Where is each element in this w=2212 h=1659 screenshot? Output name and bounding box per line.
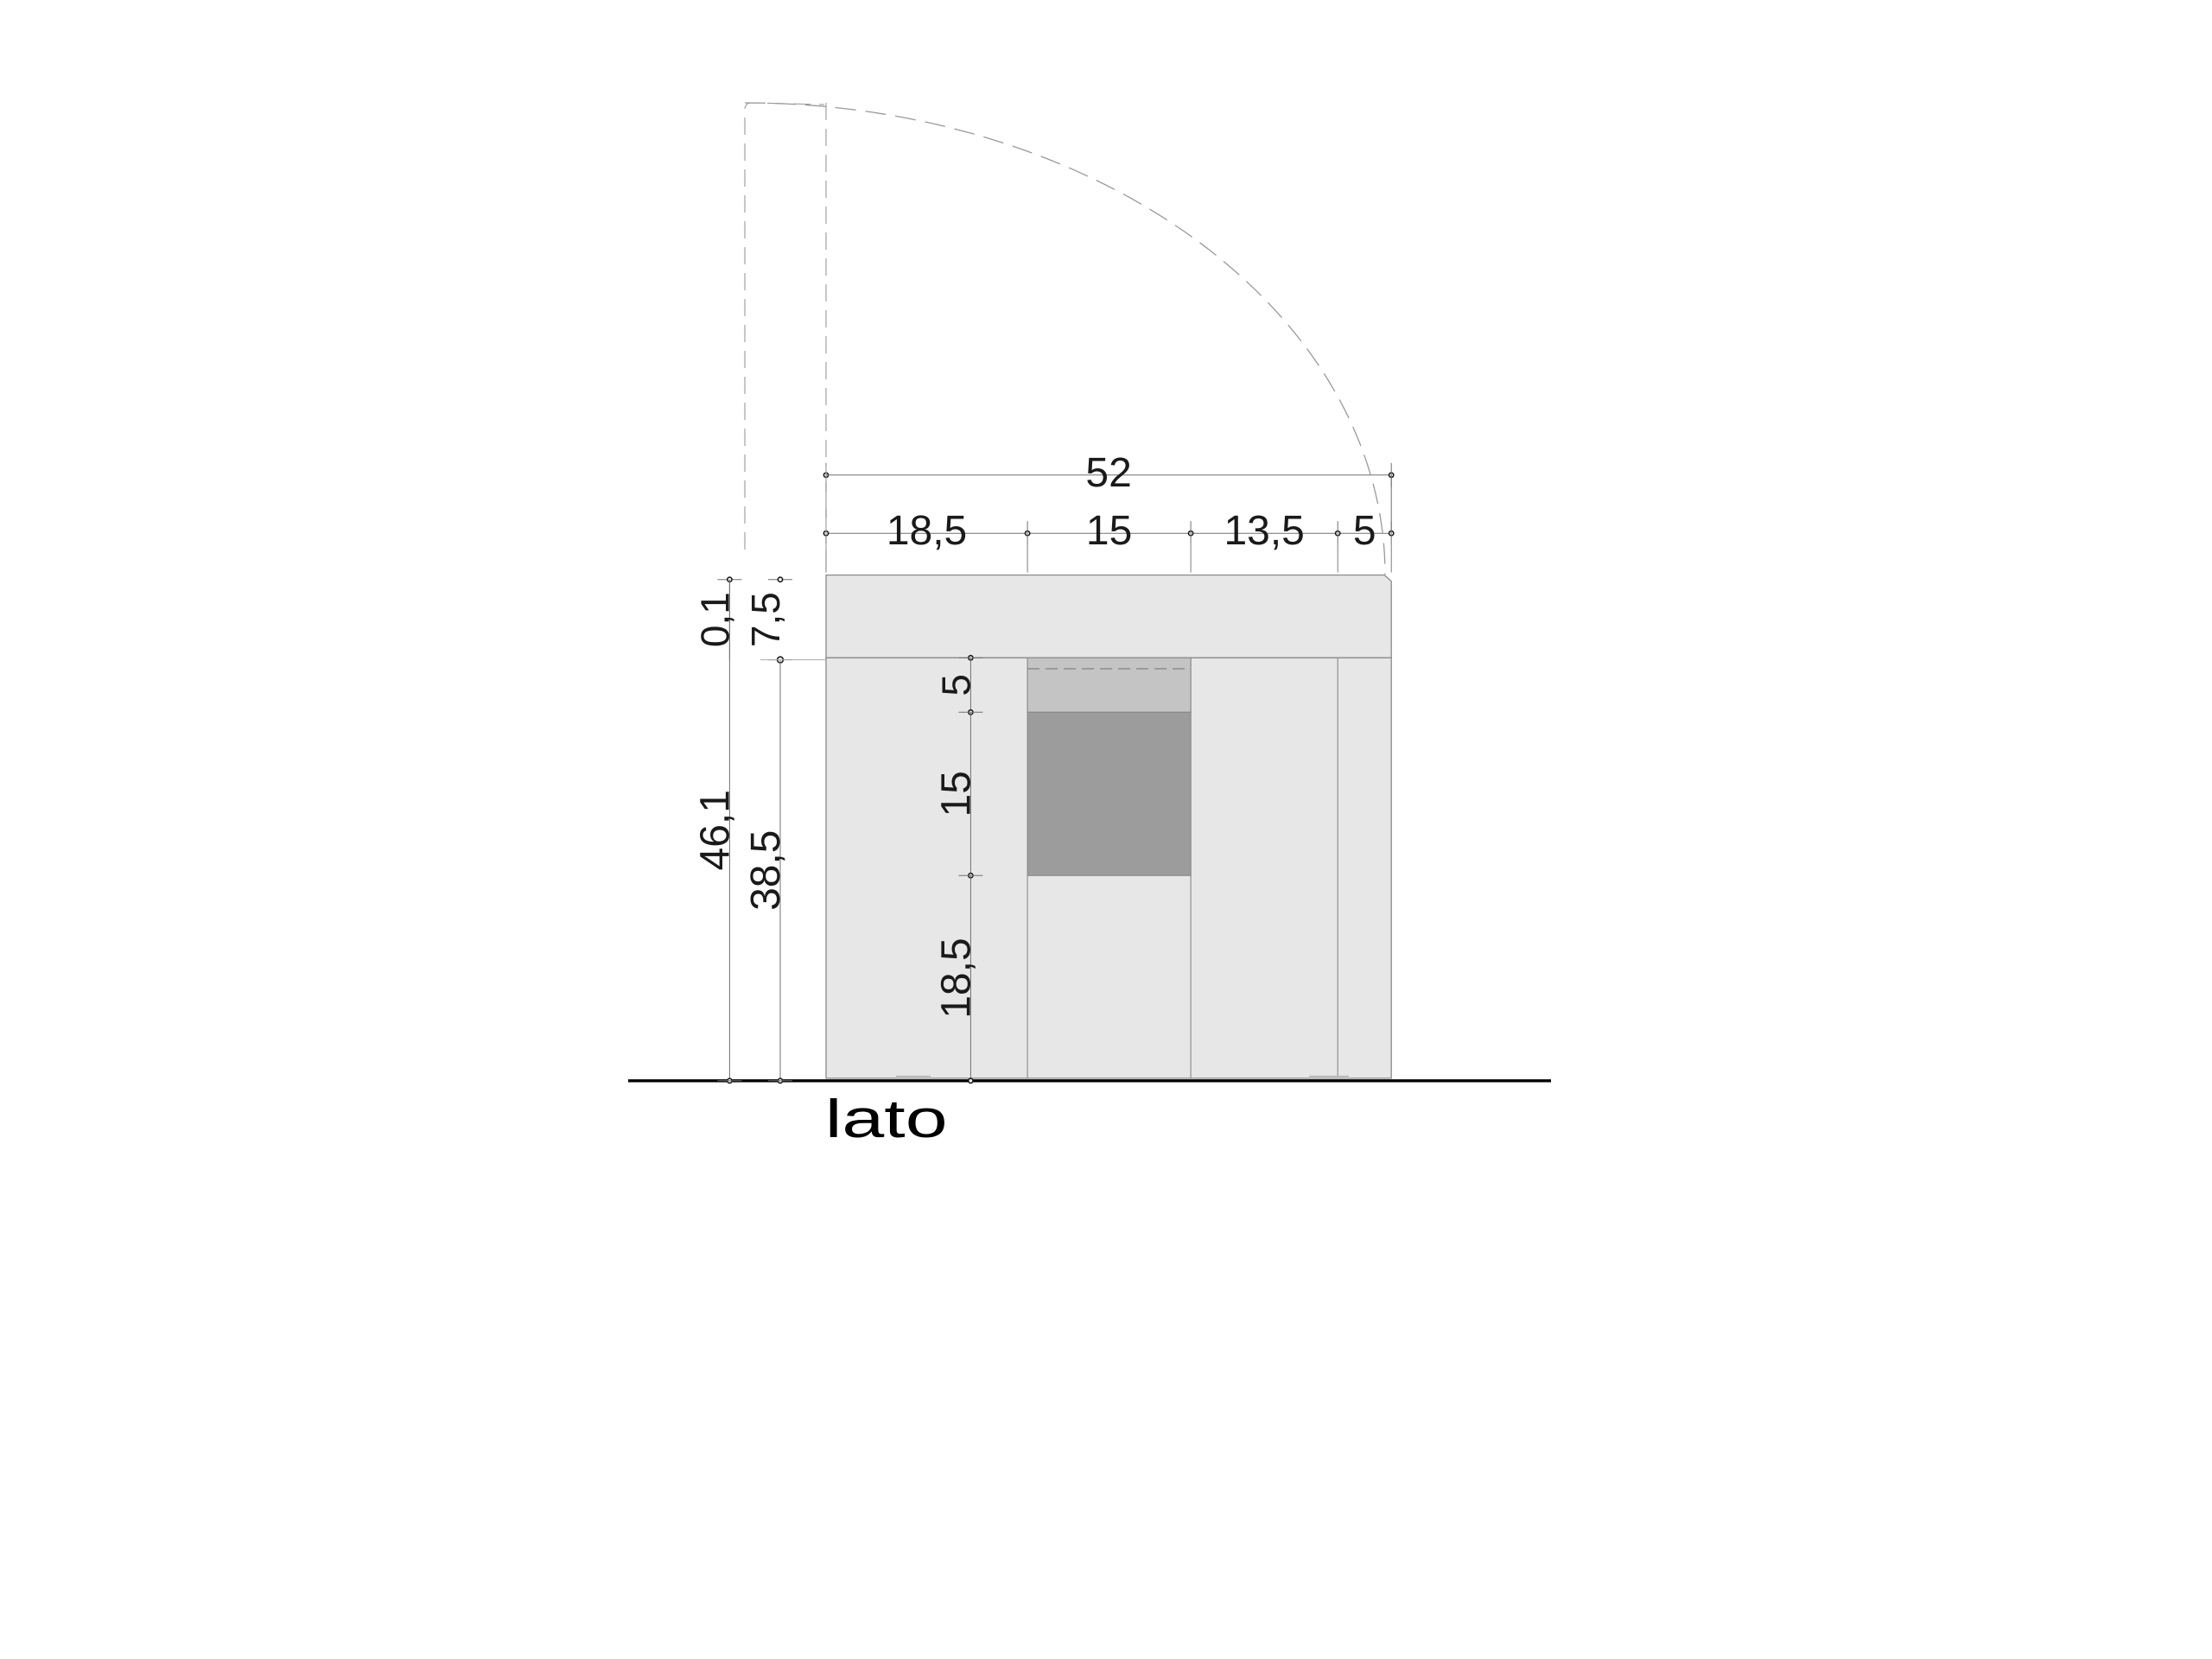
svg-text:52: 52 [1085,450,1131,496]
svg-text:15: 15 [1086,508,1132,554]
svg-text:18,5: 18,5 [887,508,967,554]
svg-text:7,5: 7,5 [743,592,788,647]
svg-text:46,1: 46,1 [692,790,738,870]
svg-text:18,5: 18,5 [933,938,979,1018]
svg-text:38,5: 38,5 [743,830,789,910]
svg-text:lato: lato [825,1090,948,1149]
svg-text:0,1: 0,1 [692,592,737,647]
svg-text:13,5: 13,5 [1224,508,1304,554]
svg-text:15: 15 [933,771,979,817]
svg-text:5: 5 [1353,508,1376,554]
svg-text:5: 5 [933,674,978,696]
